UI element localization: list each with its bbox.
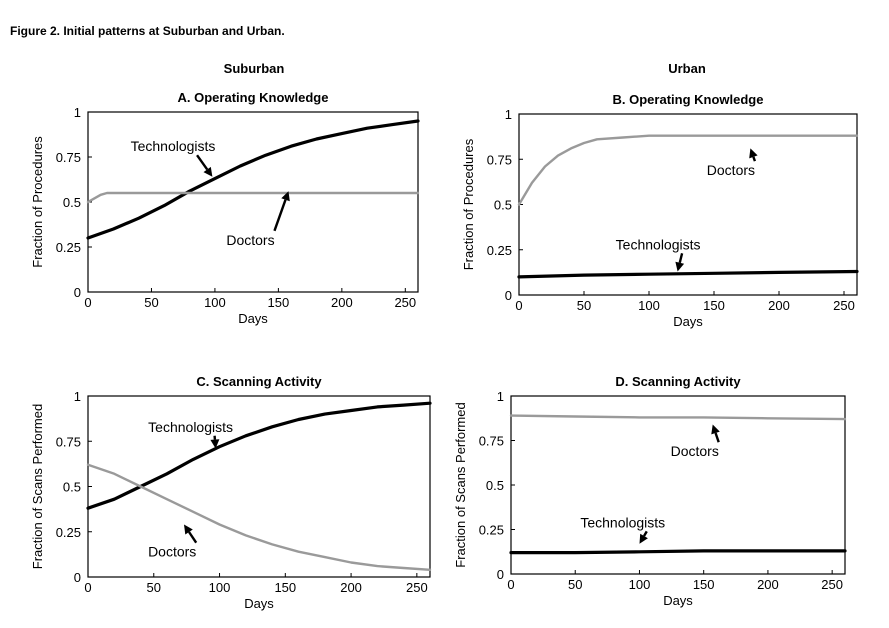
annotation-arrow — [678, 253, 684, 264]
annotation-doctors: Doctors — [707, 162, 755, 178]
x-tick-label: 200 — [757, 577, 779, 592]
y-tick-label: 1 — [505, 107, 512, 122]
annotation-arrow — [196, 154, 209, 171]
panel-c: C. Scanning Activity 0 50 100 150 200 250 0 0.25… — [30, 374, 432, 611]
column-title-urban: Urban — [668, 61, 706, 76]
panel-c-title: C. Scanning Activity — [196, 374, 322, 389]
y-tick-label: 0.5 — [63, 480, 81, 495]
panel-c-x-axis-label: Days — [244, 596, 274, 611]
annotation-arrow — [752, 156, 757, 162]
x-tick-label: 0 — [84, 580, 91, 595]
annotation-arrow — [188, 531, 198, 544]
x-tick-label: 200 — [331, 295, 353, 310]
series-line-technologists — [86, 401, 432, 510]
x-tick-label: 0 — [515, 298, 522, 313]
x-tick-label: 250 — [821, 577, 843, 592]
y-tick-label: 0.25 — [487, 243, 512, 258]
y-tick-label: 0 — [74, 285, 81, 300]
y-tick-label: 0.25 — [56, 525, 81, 540]
x-tick-label: 150 — [703, 298, 725, 313]
x-tick-label: 100 — [204, 295, 226, 310]
panel-a-y-axis-label: Fraction of Procedures — [30, 136, 45, 268]
y-tick-label: 1 — [497, 389, 504, 404]
annotation-arrow-head — [639, 533, 648, 544]
x-tick-label: 100 — [629, 577, 651, 592]
series-line-technologists — [86, 119, 420, 240]
series-line-technologists — [509, 549, 847, 555]
y-tick-label: 0.75 — [56, 150, 81, 165]
series-line-doctors — [509, 414, 847, 421]
figure-title: Figure 2. Initial patterns at Suburban a… — [10, 24, 285, 38]
column-title-suburban: Suburban — [223, 61, 285, 76]
y-tick-label: 0.75 — [487, 152, 512, 167]
annotation-doctors: Doctors — [671, 443, 719, 459]
annotation-technologists: Technologists — [616, 236, 701, 252]
panel-d-x-axis-label: Days — [663, 593, 693, 608]
annotation-arrow-head — [281, 191, 290, 202]
x-tick-label: 50 — [144, 295, 158, 310]
x-tick-label: 100 — [209, 580, 231, 595]
x-tick-label: 200 — [340, 580, 362, 595]
annotation-doctors: Doctors — [148, 544, 196, 560]
panel-d: D. Scanning Activity 0 50 100 150 200 250 0 0.25… — [453, 374, 847, 608]
x-tick-label: 50 — [568, 577, 582, 592]
annotation-arrow-head — [749, 148, 758, 159]
x-tick-label: 150 — [268, 295, 290, 310]
x-tick-label: 250 — [406, 580, 428, 595]
x-tick-label: 200 — [768, 298, 790, 313]
annotation-arrow-head — [675, 261, 685, 272]
annotation-arrow — [643, 530, 648, 537]
x-tick-label: 100 — [638, 298, 660, 313]
annotation-arrow-head — [184, 524, 193, 535]
series-line-technologists — [517, 269, 859, 279]
x-tick-label: 50 — [577, 298, 591, 313]
annotation-arrow-head — [203, 166, 213, 177]
panel-d-title: D. Scanning Activity — [615, 374, 741, 389]
x-tick-label: 150 — [274, 580, 296, 595]
annotation-doctors: Doctors — [226, 232, 274, 248]
annotation-arrow-head — [711, 424, 720, 435]
y-tick-label: 0.5 — [494, 198, 512, 213]
annotation-arrow-head — [210, 439, 220, 449]
series-line-doctors — [86, 191, 420, 204]
y-tick-label: 0 — [505, 288, 512, 303]
panel-c-y-axis-label: Fraction of Scans Performed — [30, 404, 45, 569]
y-tick-label: 0.5 — [63, 195, 81, 210]
annotation-technologists: Technologists — [131, 138, 216, 154]
panel-b-y-axis-label: Fraction of Procedures — [461, 138, 476, 270]
series-line-doctors — [86, 463, 432, 571]
panel-b-axes — [518, 113, 858, 296]
y-tick-label: 0.5 — [486, 478, 504, 493]
y-tick-label: 0.75 — [56, 434, 81, 449]
annotation-arrow — [273, 199, 287, 232]
panel-b-x-axis-label: Days — [673, 314, 703, 329]
y-tick-label: 0.25 — [479, 523, 504, 538]
panel-b: B. Operating Knowledge 0 50 100 150 200 250 0 0.… — [461, 92, 859, 329]
series-line-doctors — [517, 134, 859, 206]
y-tick-label: 0.25 — [56, 240, 81, 255]
panel-d-y-axis-label: Fraction of Scans Performed — [453, 402, 468, 567]
panel-a: A. Operating Knowledge 0 50 100 150 200 250 0 0.… — [30, 90, 420, 326]
x-tick-label: 50 — [147, 580, 161, 595]
panel-a-x-axis-label: Days — [238, 311, 268, 326]
panel-b-title: B. Operating Knowledge — [613, 92, 764, 107]
x-tick-label: 250 — [833, 298, 855, 313]
y-tick-label: 1 — [74, 105, 81, 120]
y-tick-label: 0 — [497, 567, 504, 582]
y-tick-label: 0.75 — [479, 434, 504, 449]
annotation-technologists: Technologists — [580, 514, 665, 530]
y-tick-label: 0 — [74, 570, 81, 585]
x-tick-label: 250 — [394, 295, 416, 310]
annotation-arrow — [714, 432, 720, 443]
panel-d-axes — [510, 395, 846, 575]
x-tick-label: 0 — [84, 295, 91, 310]
x-tick-label: 0 — [507, 577, 514, 592]
x-tick-label: 150 — [693, 577, 715, 592]
annotation-technologists: Technologists — [148, 419, 233, 435]
panel-a-title: A. Operating Knowledge — [178, 90, 329, 105]
y-tick-label: 1 — [74, 389, 81, 404]
